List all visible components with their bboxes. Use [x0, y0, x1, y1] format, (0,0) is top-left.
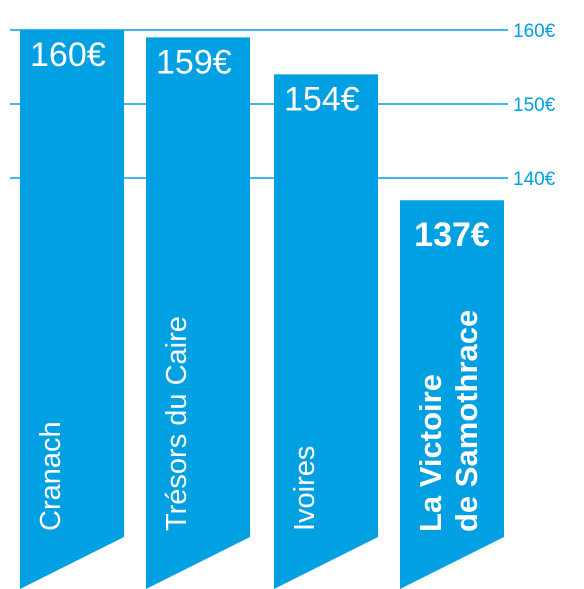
y-tick-label-140: 140€ [513, 169, 556, 190]
bars: 160€ Cranach 159€ Trésors du Caire 154€ Ivoir… [20, 30, 504, 589]
value-label-3: 137€ [414, 216, 490, 254]
y-tick-labels: 140€ 150€ 160€ [513, 21, 556, 190]
value-label-0: 160€ [30, 36, 106, 74]
bar-group-1: 159€ Trésors du Caire [146, 37, 250, 589]
category-label-0: Cranach [35, 421, 67, 531]
value-label-2: 154€ [284, 80, 360, 118]
category-label-3-line-1: de Samothrace [449, 310, 484, 532]
category-label-3-line-0: La Victoire [413, 374, 448, 532]
y-tick-label-160: 160€ [513, 21, 556, 42]
bar-group-0: 160€ Cranach [20, 30, 124, 589]
bar-group-2: 154€ Ivoires [274, 74, 378, 589]
bar-0 [20, 30, 124, 589]
category-label-1: Trésors du Caire [161, 316, 193, 531]
bar-1 [146, 37, 250, 589]
bar-3 [400, 200, 504, 589]
category-label-2: Ivoires [289, 446, 321, 531]
bar-2 [274, 74, 378, 589]
y-tick-label-150: 150€ [513, 95, 556, 116]
bar-group-3: 137€ La Victoire de Samothrace [400, 200, 504, 589]
value-label-1: 159€ [156, 43, 232, 81]
